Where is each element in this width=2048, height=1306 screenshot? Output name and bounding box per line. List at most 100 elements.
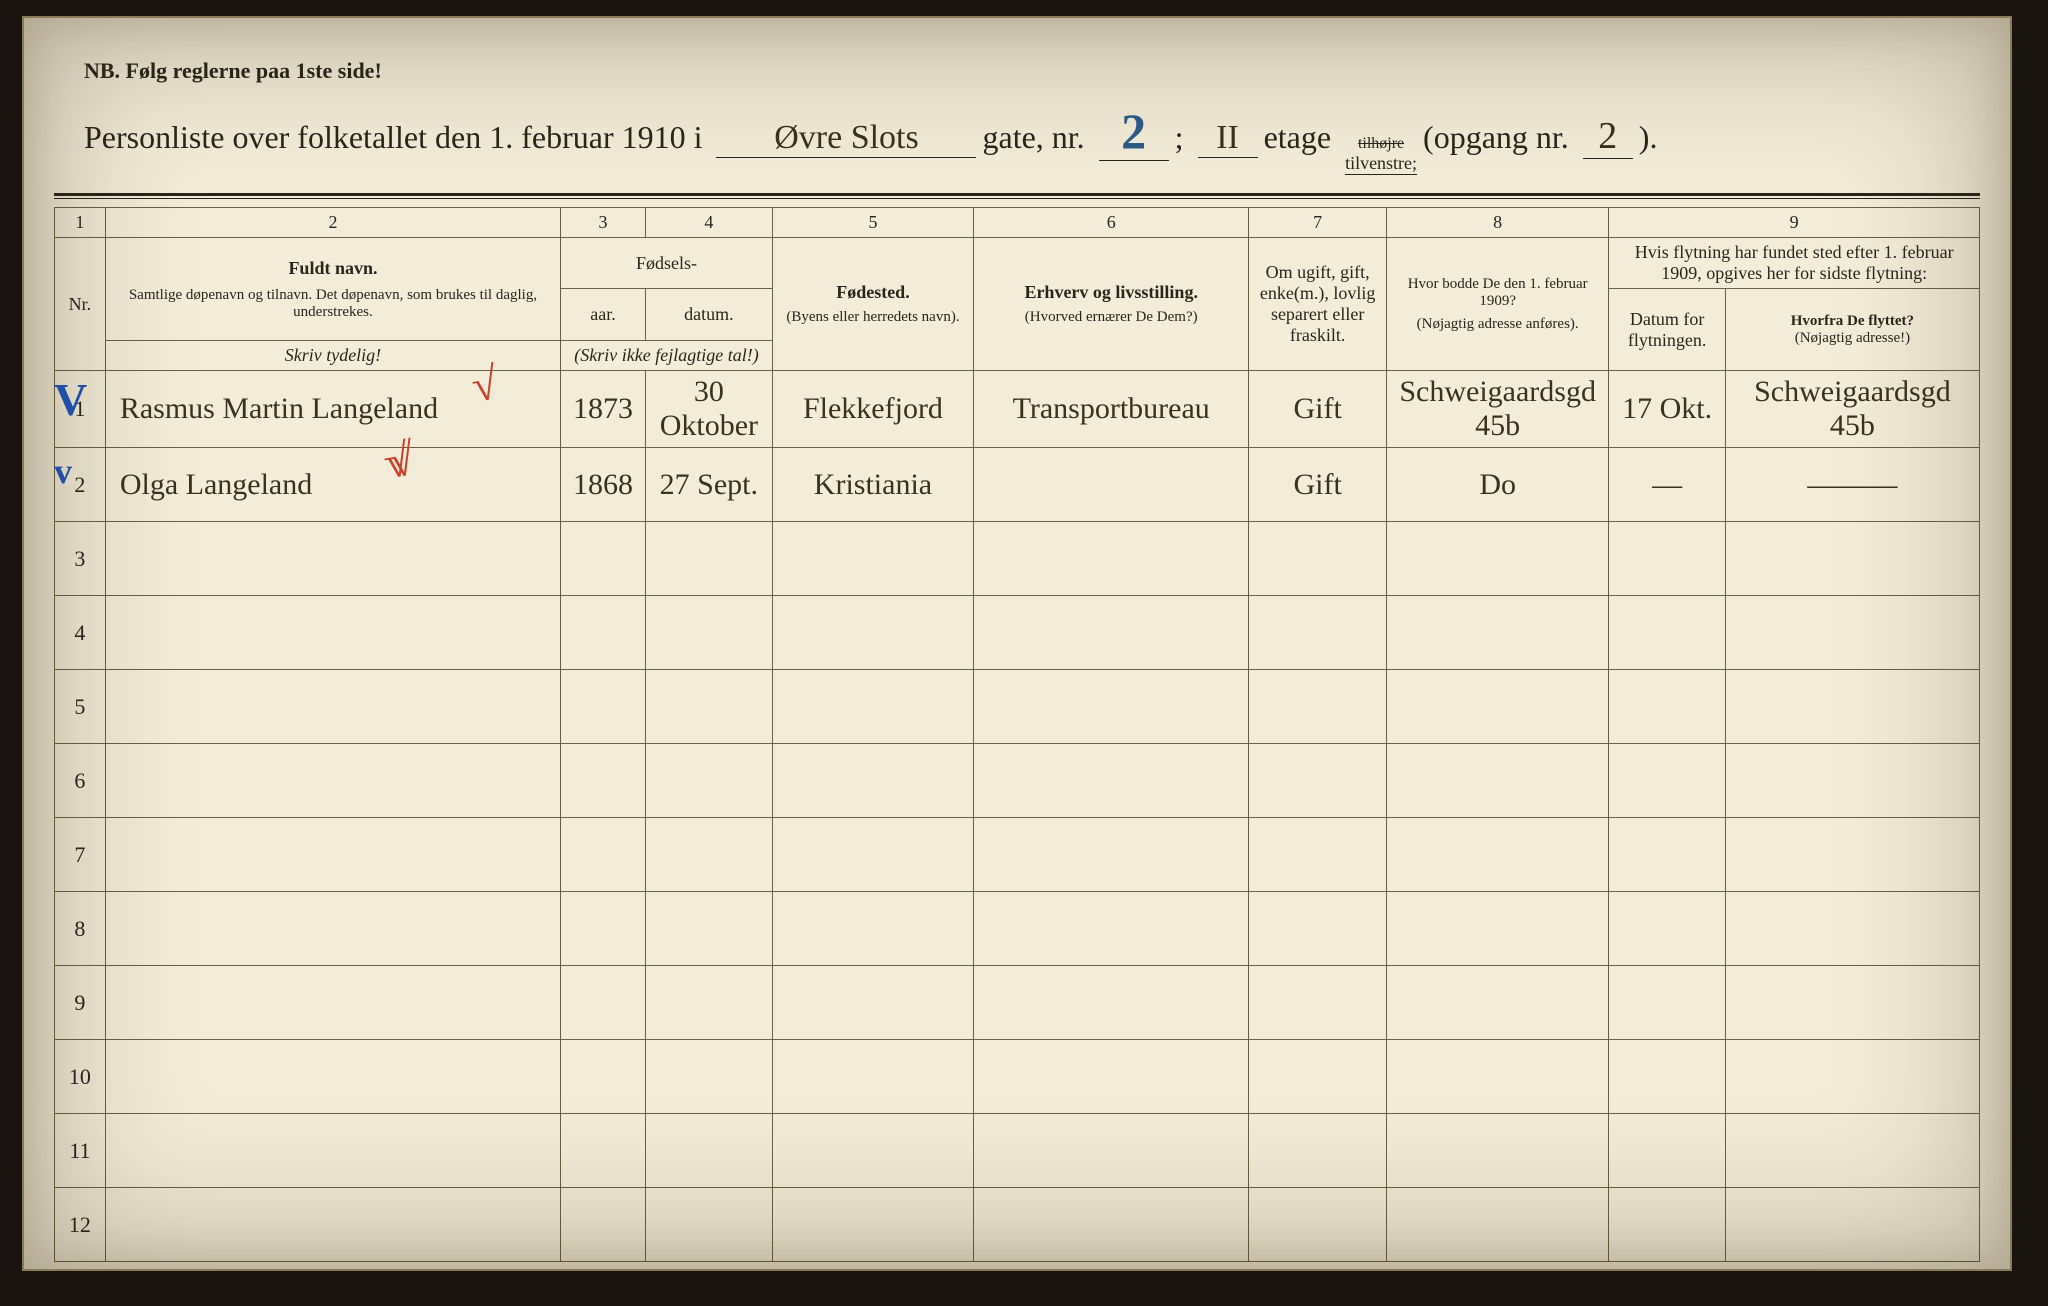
cell-marital [1249, 1114, 1387, 1188]
cell-occupation [974, 448, 1249, 522]
cell-addr1909 [1386, 596, 1608, 670]
hdr-addr1909: Hvor bodde De den 1. februar 1909? (Nøja… [1386, 238, 1608, 371]
hw-year: 1873 [573, 392, 633, 425]
blue-check-2: v [54, 450, 72, 492]
cell-name: Olga Langeland [105, 448, 560, 522]
hw-date: 30 Oktober [660, 375, 758, 442]
cell-flyt_date [1609, 744, 1725, 818]
street-fill: Øvre Slots [716, 119, 976, 158]
cell-addr1909 [1386, 1114, 1608, 1188]
cell-occupation [974, 966, 1249, 1040]
cell-flyt_date [1609, 1188, 1725, 1262]
cell-name [105, 1188, 560, 1262]
hw-flyt_from: ——— [1807, 468, 1897, 501]
cell-addr1909 [1386, 744, 1608, 818]
hw-flyt_date: — [1652, 468, 1682, 501]
hdr-datum: datum. [645, 289, 772, 341]
cell-nr: 6 [55, 744, 106, 818]
hdr-erhverv-sub: (Hvorved ernærer De Dem?) [980, 309, 1242, 326]
cell-marital [1249, 818, 1387, 892]
cell-date [645, 1114, 772, 1188]
cell-nr: 3 [55, 522, 106, 596]
hdr-erhverv-main: Erhverv og livsstilling. [980, 282, 1242, 303]
cell-name [105, 892, 560, 966]
hdr-aar: aar. [561, 289, 646, 341]
table-row: 3 [55, 522, 1980, 596]
cell-occupation: Transportbureau [974, 371, 1249, 448]
hdr-fodested: Fødested. (Byens eller herredets navn). [772, 238, 973, 371]
hw-marital: Gift [1294, 468, 1342, 501]
cell-occupation [974, 670, 1249, 744]
cell-addr1909: Do [1386, 448, 1608, 522]
cell-addr1909 [1386, 818, 1608, 892]
cell-occupation [974, 744, 1249, 818]
hdr-flyt-from-main: Hvorfra De flyttet? [1791, 313, 1914, 329]
cell-flyt_date: — [1609, 448, 1725, 522]
cell-marital [1249, 892, 1387, 966]
tilhoire-struck: tilhøjre [1358, 135, 1404, 153]
cell-occupation [974, 892, 1249, 966]
hw-occupation: Transportbureau [1013, 392, 1210, 425]
cell-date [645, 818, 772, 892]
cell-occupation [974, 596, 1249, 670]
hdr-fodested-sub: (Byens eller herredets navn). [779, 309, 967, 326]
table-row: 5 [55, 670, 1980, 744]
cell-year [561, 522, 646, 596]
cell-name [105, 1040, 560, 1114]
cell-birthplace [772, 966, 973, 1040]
cell-flyt_date [1609, 670, 1725, 744]
opgang-close: ). [1639, 119, 1658, 156]
cell-name [105, 522, 560, 596]
hdr-num-6: 6 [974, 208, 1249, 238]
cell-nr: 9 [55, 966, 106, 1040]
cell-flyt_from [1725, 1040, 1979, 1114]
cell-date [645, 670, 772, 744]
cell-flyt_date [1609, 596, 1725, 670]
cell-flyt_date [1609, 522, 1725, 596]
cell-date [645, 966, 772, 1040]
cell-addr1909: Schweigaardsgd 45b [1386, 371, 1608, 448]
cell-date [645, 1188, 772, 1262]
rule-thick [54, 193, 1980, 196]
hdr-num-7: 7 [1249, 208, 1387, 238]
blue-check-1: V [54, 373, 87, 426]
hdr-num-3: 3 [561, 208, 646, 238]
cell-birthplace [772, 1188, 973, 1262]
cell-birthplace [772, 818, 973, 892]
hdr-num-5: 5 [772, 208, 973, 238]
cell-birthplace: Kristiania [772, 448, 973, 522]
cell-birthplace [772, 522, 973, 596]
nb-instruction: NB. Følg reglerne paa 1ste side! [84, 58, 1980, 84]
cell-year: 1868 [561, 448, 646, 522]
cell-occupation [974, 818, 1249, 892]
census-table: 1 2 3 4 5 6 7 8 9 Nr. Fuldt navn. Samtli… [54, 207, 1980, 1262]
etage-label: etage [1264, 119, 1332, 156]
cell-date [645, 1040, 772, 1114]
hdr-num-1: 1 [55, 208, 106, 238]
cell-birthplace [772, 892, 973, 966]
cell-occupation [974, 1188, 1249, 1262]
hw-year: 1868 [573, 468, 633, 501]
table-row: 11 [55, 1114, 1980, 1188]
hdr-fodested-main: Fødested. [779, 282, 967, 303]
table-row: 2Olga Langeland186827 Sept.KristianiaGif… [55, 448, 1980, 522]
cell-flyt_from [1725, 966, 1979, 1040]
cell-addr1909 [1386, 966, 1608, 1040]
cell-year [561, 1188, 646, 1262]
hdr-name-sub: Samtlige døpenavn og tilnavn. Det døpena… [112, 287, 554, 321]
cell-flyt_from [1725, 522, 1979, 596]
cell-addr1909 [1386, 670, 1608, 744]
hdr-addr1909-sub: (Nøjagtig adresse anføres). [1393, 316, 1602, 333]
table-body: 1Rasmus Martin Langeland187330 OktoberFl… [55, 371, 1980, 1262]
hdr-fodsels-note: (Skriv ikke fejlagtige tal!) [561, 341, 773, 371]
cell-name [105, 966, 560, 1040]
cell-marital: Gift [1249, 448, 1387, 522]
hw-flyt_from: Schweigaardsgd 45b [1754, 375, 1951, 442]
hw-name: Olga Langeland [120, 468, 312, 501]
hdr-name: Fuldt navn. Samtlige døpenavn og tilnavn… [105, 238, 560, 341]
cell-name [105, 744, 560, 818]
cell-marital [1249, 966, 1387, 1040]
cell-occupation [974, 522, 1249, 596]
cell-marital: Gift [1249, 371, 1387, 448]
cell-occupation [974, 1040, 1249, 1114]
